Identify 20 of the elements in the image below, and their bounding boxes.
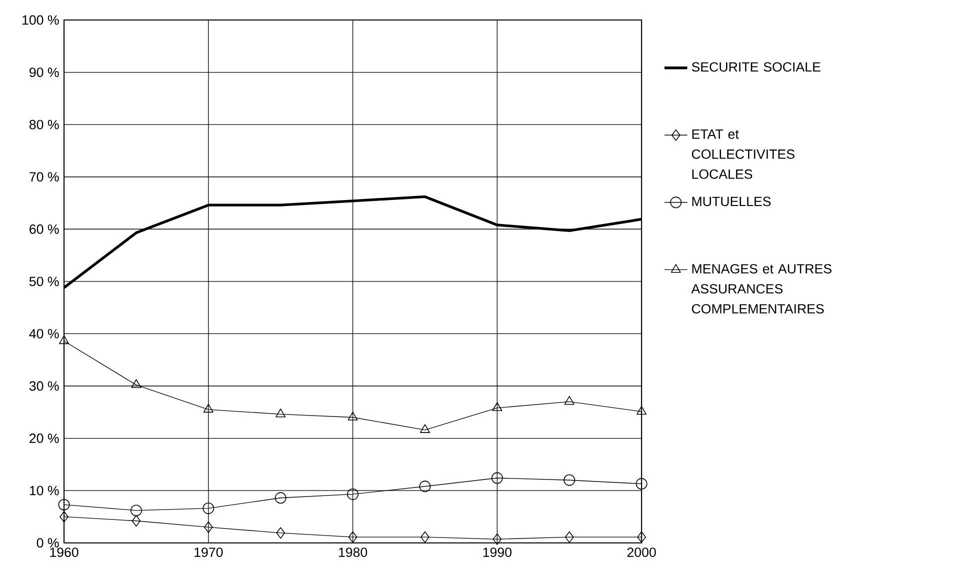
x-tick-label: 1990 <box>483 548 512 558</box>
y-tick-label: 50 % <box>29 276 59 286</box>
legend-label: MUTUELLES <box>692 196 771 206</box>
y-tick-label: 30 % <box>29 381 59 391</box>
legend-label: MENAGES et AUTRES ASSURANCES COMPLEMENTAIRES <box>691 264 832 314</box>
y-tick-label: 20 % <box>30 434 59 444</box>
y-tick-label: 70 % <box>30 172 59 182</box>
x-tick-label: 1980 <box>338 548 368 558</box>
x-tick-label: 2000 <box>627 548 656 558</box>
legend-label: SECURITE SOCIALE <box>692 62 820 72</box>
y-tick-label: 60 % <box>30 224 59 234</box>
y-tick-label: 80 % <box>30 120 59 130</box>
y-tick-label: 100 % <box>22 15 59 25</box>
y-tick-label: 0 % <box>36 538 59 548</box>
x-tick-label: 1970 <box>194 548 223 558</box>
y-tick-label: 90 % <box>30 68 59 78</box>
legend-label: ETAT et COLLECTIVITES LOCALES <box>692 130 794 179</box>
x-tick-label: 1960 <box>50 548 78 558</box>
y-tick-label: 40 % <box>29 329 59 338</box>
y-tick-label: 10 % <box>30 486 59 496</box>
